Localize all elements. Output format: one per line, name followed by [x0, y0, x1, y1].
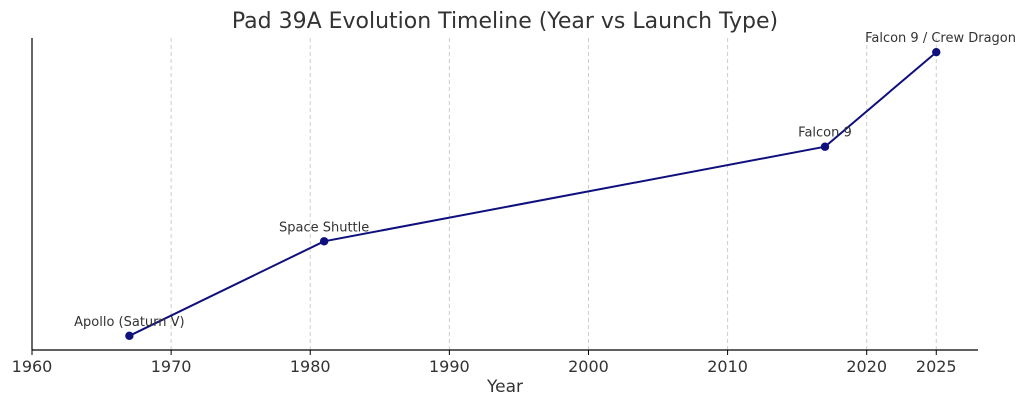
data-labels: Apollo (Saturn V) Space Shuttle Falcon 9 Fa…: [74, 31, 1016, 330]
data-label-2017: Falcon 9: [798, 126, 852, 141]
x-tick-label-2000: 2000: [568, 357, 609, 376]
series-line-group: [125, 47, 941, 341]
data-label-1981: Space Shuttle: [279, 220, 369, 235]
x-tick-label-1980: 1980: [290, 357, 331, 376]
data-point-2017: [820, 142, 830, 151]
x-tick-label-2020: 2020: [846, 357, 887, 376]
x-tick-label-2025: 2025: [916, 357, 957, 376]
data-label-1967: Apollo (Saturn V): [74, 315, 185, 330]
axes: [31, 38, 978, 351]
x-tick-labels: 1960 1970 1980 1990 2000 2010 2020 2025: [12, 350, 957, 376]
chart-title: Pad 39A Evolution Timeline (Year vs Laun…: [232, 9, 778, 34]
data-point-2025: [932, 47, 941, 57]
series-line: [128, 51, 937, 337]
data-point-1981: [319, 237, 329, 246]
x-tick-label-1960: 1960: [12, 357, 53, 376]
grid-lines: [170, 38, 937, 350]
x-axis-label: Year: [486, 377, 523, 397]
x-tick-label-2010: 2010: [707, 357, 748, 376]
x-tick-label-1970: 1970: [151, 357, 192, 376]
data-label-2025: Falcon 9 / Crew Dragon: [865, 31, 1016, 46]
x-tick-label-1990: 1990: [429, 357, 470, 376]
data-point-1967: [125, 331, 134, 341]
